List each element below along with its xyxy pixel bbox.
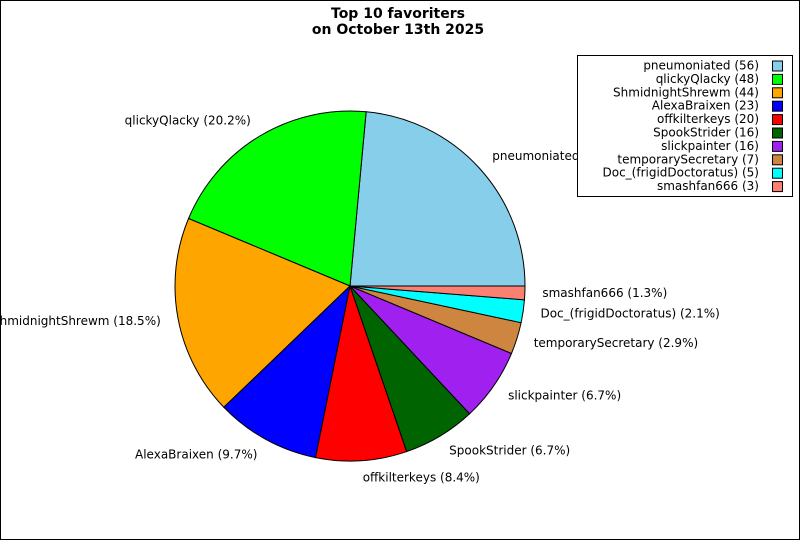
legend-swatch bbox=[772, 167, 783, 179]
legend-label: Doc_(frigidDoctoratus) (5) bbox=[603, 166, 760, 180]
legend-swatch bbox=[772, 140, 783, 152]
legend-swatch bbox=[772, 100, 783, 112]
slice-label: Doc_(frigidDoctoratus) (2.1%) bbox=[540, 306, 719, 320]
slice-label: qlickyQlacky (20.2%) bbox=[125, 114, 251, 128]
slice-label: slickpainter (6.7%) bbox=[508, 388, 621, 402]
chart-title: Top 10 favoriters bbox=[331, 6, 465, 22]
pie-slice bbox=[314, 284, 408, 462]
legend-label: qlickyQlacky (48) bbox=[656, 72, 759, 86]
legend-swatch bbox=[772, 87, 783, 99]
legend-label: slickpainter (16) bbox=[661, 139, 759, 153]
legend-label: SpookStrider (16) bbox=[653, 126, 759, 140]
pie-slice bbox=[187, 110, 367, 287]
legend-swatch bbox=[772, 73, 783, 85]
legend-swatch bbox=[772, 181, 783, 193]
legend-box bbox=[577, 55, 793, 197]
legend-swatch bbox=[772, 127, 783, 139]
slice-label: ShmidnightShrewm (18.5%) bbox=[0, 314, 161, 328]
pie-slice bbox=[349, 285, 526, 301]
slice-label: smashfan666 (1.3%) bbox=[542, 286, 667, 300]
legend-label: ShmidnightShrewm (44) bbox=[613, 85, 759, 99]
legend-swatch bbox=[772, 60, 783, 72]
chart-title: on October 13th 2025 bbox=[312, 22, 484, 38]
legend-label: offkilterkeys (20) bbox=[657, 112, 759, 126]
slice-label: temporarySecretary (2.9%) bbox=[534, 336, 698, 350]
legend-label: smashfan666 (3) bbox=[657, 179, 759, 193]
legend-label: pneumoniated (56) bbox=[643, 59, 759, 73]
legend-label: AlexaBraixen (23) bbox=[652, 99, 759, 113]
slice-label: SpookStrider (6.7%) bbox=[449, 443, 570, 457]
legend-label: temporarySecretary (7) bbox=[617, 152, 759, 166]
slice-label: AlexaBraixen (9.7%) bbox=[135, 447, 257, 461]
pie-slice bbox=[174, 217, 351, 408]
pie-slice bbox=[223, 284, 351, 459]
legend-swatch bbox=[772, 114, 783, 126]
slice-label: offkilterkeys (8.4%) bbox=[363, 471, 480, 485]
legend-swatch bbox=[772, 154, 783, 166]
pie-slice bbox=[349, 111, 526, 287]
